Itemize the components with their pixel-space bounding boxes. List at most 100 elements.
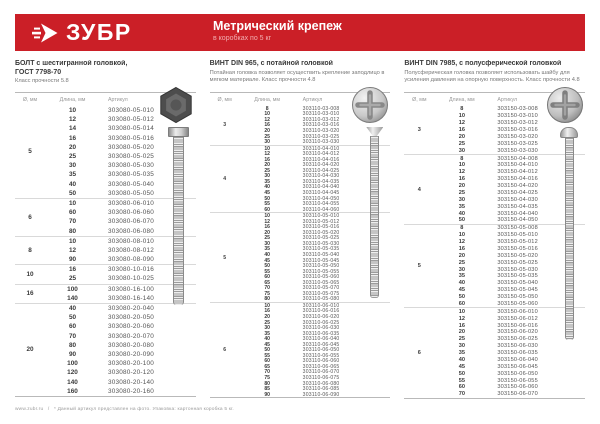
diameter-group: 20 40 303080-20-040 50 303080-20-050 60 303080…	[15, 302, 196, 396]
website-url: www.zubr.ru	[15, 407, 44, 412]
length-value: 10	[264, 213, 270, 220]
length-value: 30	[458, 343, 465, 350]
hex-bolt-side-photo	[167, 127, 189, 305]
article-value: 303110-05-030	[302, 240, 340, 247]
length-value: 60	[264, 206, 270, 213]
article-value: 303110-06-045	[302, 341, 340, 348]
length-value: 70	[68, 218, 77, 226]
table-row: 50 303110-04-050	[240, 196, 391, 202]
length-value: 35	[458, 273, 465, 280]
article-value: 303110-05-080	[302, 296, 340, 303]
article-value: 303110-03-025	[302, 133, 340, 140]
article-value: 303110-04-035	[302, 178, 340, 185]
length-value: 25	[68, 153, 77, 161]
length-value: 10	[68, 237, 77, 245]
article-value: 303110-05-075	[302, 290, 340, 297]
article-value: 303110-03-020	[302, 127, 340, 134]
column-headers: Ø, мм Длина, мм Артикул	[15, 92, 196, 106]
length-value: 25	[264, 319, 270, 326]
group-rows: 8 303110-03-008 10 303110-03-010 12 303110-03…	[240, 106, 391, 145]
table-row: 55 303110-04-055	[240, 201, 391, 207]
length-value: 60	[68, 323, 77, 331]
article-value: 303080-20-120	[108, 369, 154, 377]
article-value: 303080-16-140	[108, 294, 154, 302]
article-value: 303080-08-010	[108, 237, 154, 245]
article-value: 303110-05-065	[302, 279, 340, 286]
article-value: 303150-05-045	[497, 287, 538, 294]
length-value: 160	[67, 387, 78, 395]
length-value: 45	[458, 287, 465, 294]
article-value: 303110-03-016	[302, 122, 340, 129]
screw-threaded-shank	[370, 136, 380, 298]
article-value: 303150-03-020	[497, 133, 538, 140]
table-row: 40 303110-06-040	[240, 336, 391, 342]
length-value: 10	[458, 308, 465, 315]
table-row: 16 303110-06-016	[240, 308, 391, 315]
table-row: 80 303080-06-080	[45, 226, 196, 235]
table-row: 40 303150-06-040	[434, 357, 585, 364]
table-row: 12 303110-03-012	[240, 117, 391, 123]
group-rows: 10 303110-06-010 16 303110-06-016 20 303110-0…	[240, 302, 391, 398]
table-row: 40 303110-04-040	[240, 184, 391, 190]
table-row: 50 303150-05-050	[434, 294, 585, 301]
length-value: 16	[68, 266, 77, 274]
phillips-head-top-photo	[351, 86, 389, 129]
table-row: 100 303080-20-100	[45, 359, 196, 368]
group-rows: 100 303080-16-100 140 303080-16-140	[45, 285, 196, 303]
article-value: 303110-06-016	[302, 308, 340, 315]
length-value: 30	[264, 240, 270, 247]
article-value: 303110-04-050	[302, 195, 340, 202]
length-value: 12	[264, 151, 270, 158]
table-row: 16 303080-10-016	[45, 265, 196, 274]
article-value: 303110-05-010	[302, 213, 340, 220]
length-value: 35	[264, 246, 270, 253]
diameter-group: 6 10 303150-06-010 12 303150-06-012 16 303150-…	[404, 307, 585, 397]
table-row: 55 303150-06-055	[434, 377, 585, 384]
table-row: 35 303080-05-035	[45, 170, 196, 179]
length-value: 60	[458, 384, 465, 391]
length-value: 20	[458, 252, 465, 259]
table-row: 16 303150-04-016	[434, 176, 585, 183]
table-row: 20 303150-03-020	[434, 134, 585, 141]
article-value: 303110-06-035	[302, 330, 340, 337]
table-row: 45 303150-06-045	[434, 363, 585, 370]
article-value: 303150-03-030	[497, 147, 538, 154]
table-row: 10 303080-08-010	[45, 237, 196, 246]
table-row: 25 303110-03-025	[240, 134, 391, 140]
length-value: 60	[264, 274, 270, 281]
length-value: 50	[458, 217, 465, 224]
article-value: 303080-05-016	[108, 134, 154, 142]
article-value: 303110-04-055	[302, 201, 340, 208]
table-body: 3 8 303110-03-008 10 303110-03-010 12 303110-0…	[209, 106, 391, 399]
article-value: 303150-06-060	[497, 384, 538, 391]
article-value: 303150-05-010	[497, 232, 538, 239]
length-value: 80	[68, 227, 77, 235]
length-value: 10	[264, 302, 270, 309]
table-row: 50 303110-06-050	[240, 347, 391, 353]
table-row: 35 303150-06-035	[434, 350, 585, 357]
diameter-group: 5 10 303080-05-010 12 303080-05-012 14 303080-…	[15, 106, 196, 198]
table-row: 12 303110-04-012	[240, 151, 391, 157]
table-row: 8 303150-05-008	[434, 225, 585, 232]
article-value: 303080-05-025	[108, 153, 154, 161]
article-value: 303110-04-012	[302, 151, 340, 158]
table-row: 20 303080-05-020	[45, 143, 196, 152]
length-value: 10	[264, 145, 270, 152]
diameter-group: 4 8 303150-04-008 10 303150-04-010 12 303150-0…	[404, 154, 585, 224]
length-value: 12	[264, 116, 270, 123]
length-value: 65	[264, 363, 270, 370]
diameter-value: 6	[417, 350, 421, 357]
hex-head-top-photo	[157, 86, 195, 129]
diameter-group: 3 8 303150-03-008 10 303150-03-010 12 303150-0…	[404, 106, 585, 154]
table-row: 16 303110-05-016	[240, 224, 391, 230]
article-value: 303080-10-025	[108, 275, 154, 283]
article-value: 303080-20-090	[108, 350, 154, 358]
group-rows: 8 303150-05-008 10 303150-05-010 12 303150-05…	[434, 225, 585, 308]
page-title: Метрический крепеж	[213, 19, 342, 33]
article-value: 303150-05-035	[497, 273, 538, 280]
table-row: 25 303080-10-025	[45, 274, 196, 283]
length-value: 25	[264, 133, 270, 140]
table-row: 20 303110-06-020	[240, 314, 391, 320]
article-value: 303150-05-040	[497, 280, 538, 287]
table-row: 50 303150-04-050	[434, 217, 585, 224]
